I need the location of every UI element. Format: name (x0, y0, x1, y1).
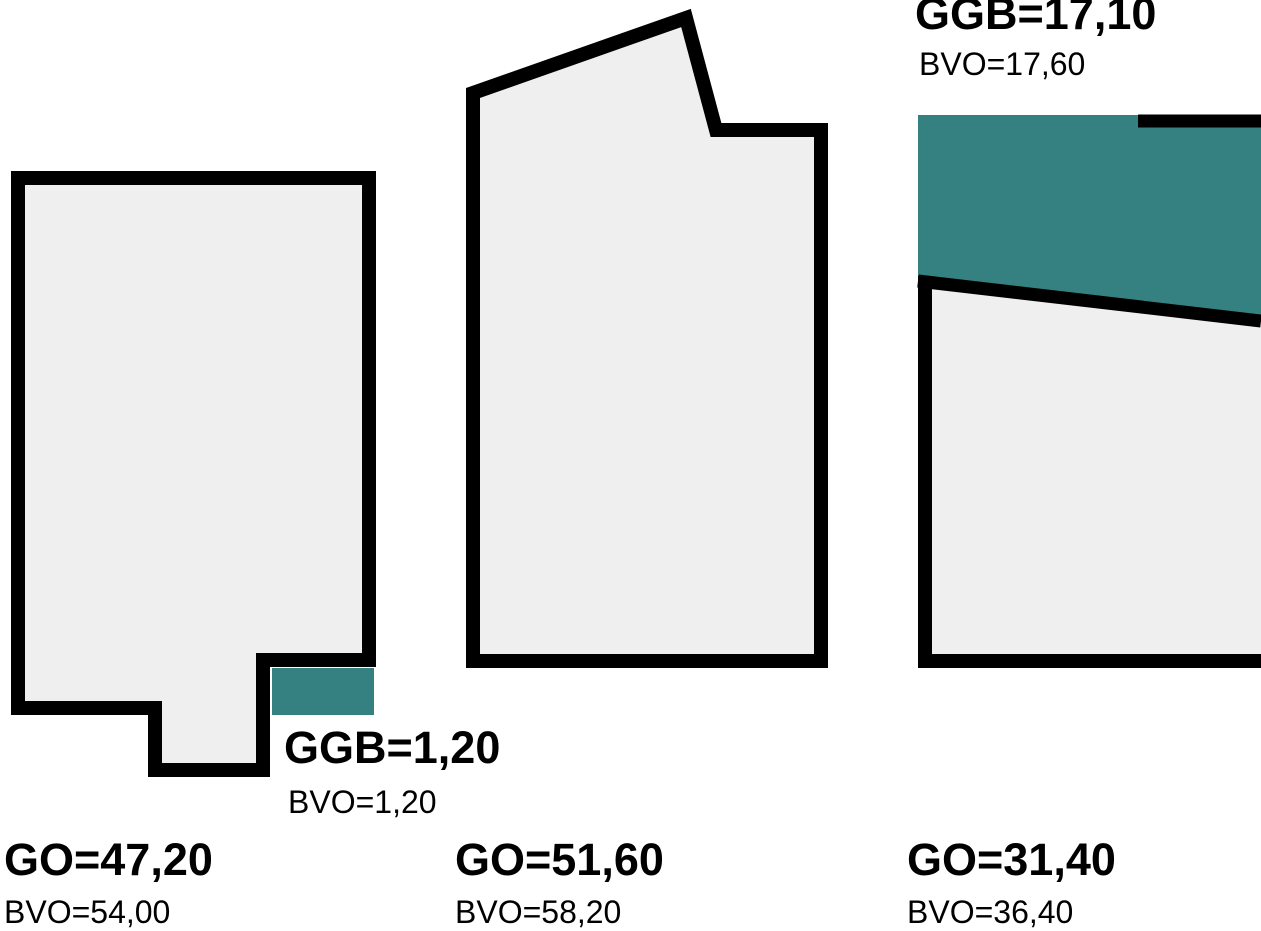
unit-3-plan (917, 114, 1261, 931)
unit-2-plan (466, 8, 828, 668)
unit-1-ggb-area (272, 668, 374, 715)
unit-2-go-label: GO=51,60 (455, 834, 664, 885)
unit-1-go-label: GO=47,20 (4, 834, 213, 885)
unit-3-page-cut (918, 668, 1261, 931)
unit-3-ggb-label: GGB=17,10 (915, 0, 1157, 39)
unit-1-floor (11, 171, 376, 777)
unit-1-plan (11, 171, 376, 777)
unit-2-floor (466, 8, 828, 668)
unit-2-bvo-label: BVO=58,20 (455, 894, 622, 930)
unit-3-ggb-bvo-label: BVO=17,60 (919, 46, 1086, 82)
unit-3-bvo-label: BVO=36,40 (907, 894, 1074, 930)
unit-1-bvo-label: BVO=54,00 (4, 894, 171, 930)
unit-3-go-label: GO=31,40 (907, 834, 1116, 885)
unit-3-wall-divider (917, 274, 1261, 328)
unit-1-ggb-bvo-label: BVO=1,20 (288, 784, 437, 820)
unit-1-ggb-label: GGB=1,20 (284, 722, 501, 773)
unit-3-ggb-area (918, 115, 1261, 320)
